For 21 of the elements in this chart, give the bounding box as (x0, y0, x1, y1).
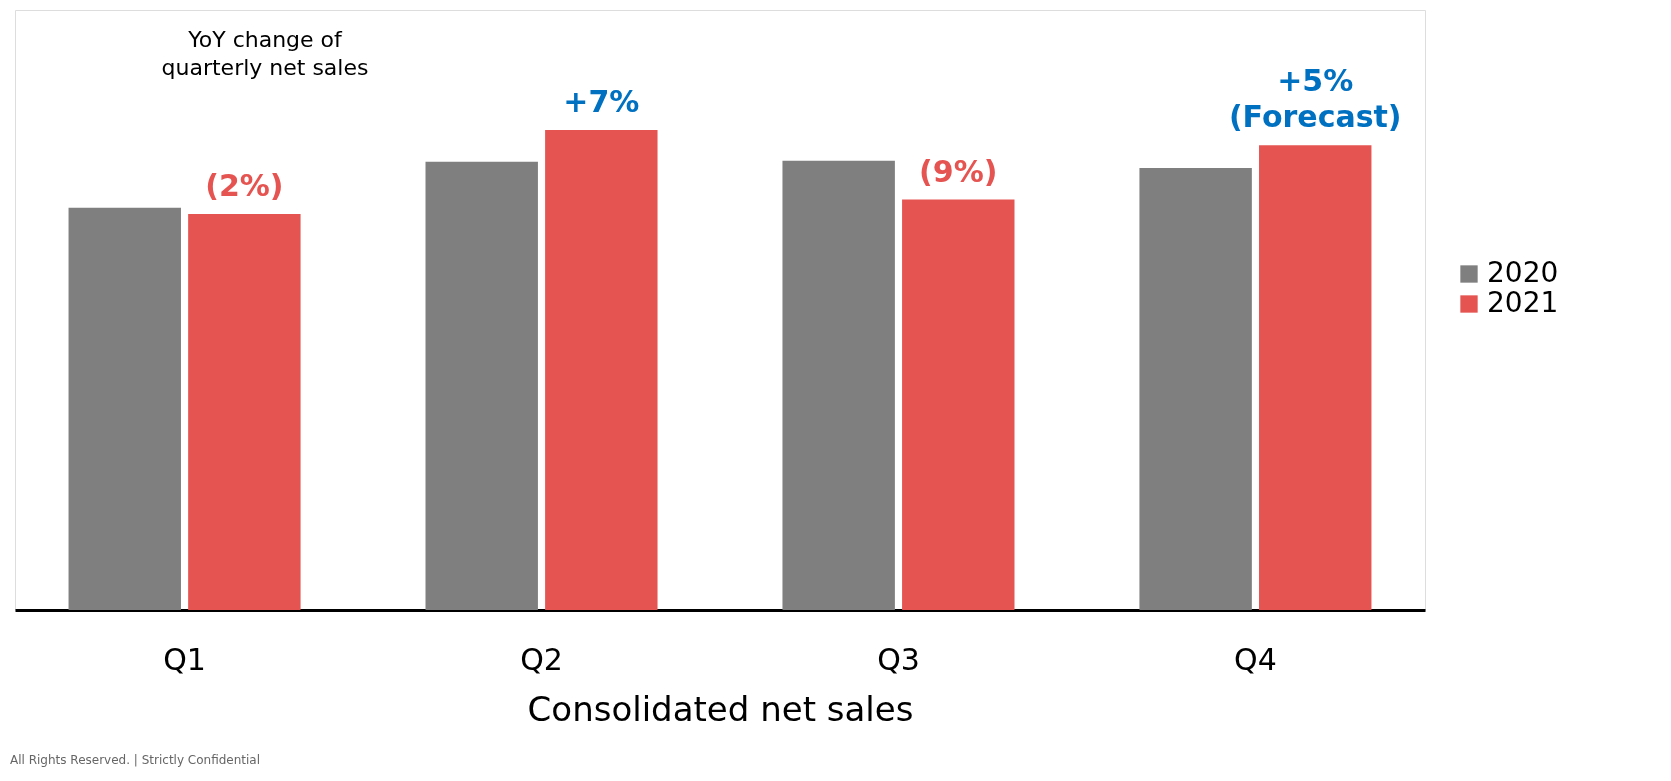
legend-label: 2021 (1487, 286, 1559, 319)
text: All Rights Reserved. | Strictly Confidential (10, 753, 261, 767)
text: YoY change of quarterly net sales (161, 27, 369, 80)
x-tick-label: Q3 (877, 641, 920, 677)
x-tick-label: Q2 (520, 641, 563, 677)
legend-label: 2020 (1487, 256, 1559, 289)
x-tick-label: Q4 (1234, 641, 1277, 677)
bar (1139, 167, 1252, 610)
bar (68, 207, 181, 610)
text: +7% (563, 84, 640, 119)
bar (188, 214, 301, 610)
bar (425, 161, 538, 610)
bar (902, 199, 1015, 610)
annotation: +5% (Forecast) (1228, 63, 1402, 135)
x-axis-title: Consolidated net sales (527, 688, 914, 729)
x-tick-label: Q1 (163, 641, 206, 677)
bar (545, 130, 658, 610)
annotation: (9%) (919, 153, 998, 189)
annotation: (2%) (205, 168, 284, 203)
bar (1259, 145, 1372, 610)
bar (782, 160, 895, 610)
